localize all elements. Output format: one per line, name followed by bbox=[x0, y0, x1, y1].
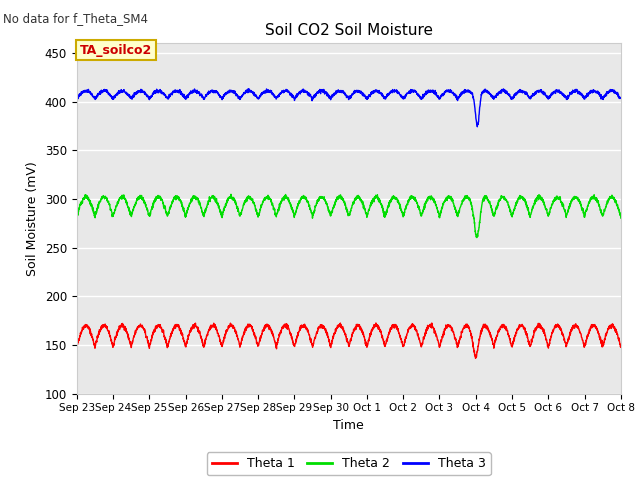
Legend: Theta 1, Theta 2, Theta 3: Theta 1, Theta 2, Theta 3 bbox=[207, 453, 491, 475]
Theta 1 bbox=[548, 330, 556, 336]
Theta 2 bbox=[135, 194, 143, 200]
Theta 2 bbox=[73, 215, 81, 220]
Theta 3 bbox=[244, 86, 252, 92]
Theta 2 bbox=[473, 235, 481, 240]
Theta 1 bbox=[607, 323, 614, 328]
Theta 1 bbox=[167, 333, 175, 339]
Theta 3 bbox=[135, 89, 143, 95]
Theta 3 bbox=[548, 92, 556, 98]
Theta 2 bbox=[167, 204, 175, 210]
Text: TA_soilco2: TA_soilco2 bbox=[79, 44, 152, 57]
Theta 1 bbox=[73, 344, 81, 349]
Theta 1 bbox=[282, 324, 289, 329]
Line: Theta 2: Theta 2 bbox=[77, 194, 621, 238]
Theta 2 bbox=[282, 192, 289, 197]
Line: Theta 1: Theta 1 bbox=[77, 323, 621, 358]
Line: Theta 3: Theta 3 bbox=[77, 89, 621, 127]
Theta 1 bbox=[305, 332, 313, 337]
Y-axis label: Soil Moisture (mV): Soil Moisture (mV) bbox=[26, 161, 39, 276]
Theta 2 bbox=[607, 195, 614, 201]
Title: Soil CO2 Soil Moisture: Soil CO2 Soil Moisture bbox=[265, 23, 433, 38]
Theta 3 bbox=[73, 96, 81, 101]
X-axis label: Time: Time bbox=[333, 419, 364, 432]
Theta 2 bbox=[227, 192, 235, 197]
Theta 1 bbox=[617, 344, 625, 350]
Theta 2 bbox=[617, 215, 625, 221]
Theta 1 bbox=[372, 320, 380, 326]
Theta 3 bbox=[167, 91, 175, 96]
Theta 3 bbox=[617, 95, 625, 101]
Theta 1 bbox=[472, 355, 479, 361]
Theta 1 bbox=[135, 323, 143, 329]
Theta 2 bbox=[305, 203, 313, 209]
Theta 3 bbox=[305, 91, 313, 96]
Theta 2 bbox=[548, 202, 556, 207]
Theta 3 bbox=[282, 88, 289, 94]
Theta 3 bbox=[474, 124, 481, 130]
Text: No data for f_Theta_SM4: No data for f_Theta_SM4 bbox=[3, 12, 148, 25]
Theta 3 bbox=[607, 89, 614, 95]
